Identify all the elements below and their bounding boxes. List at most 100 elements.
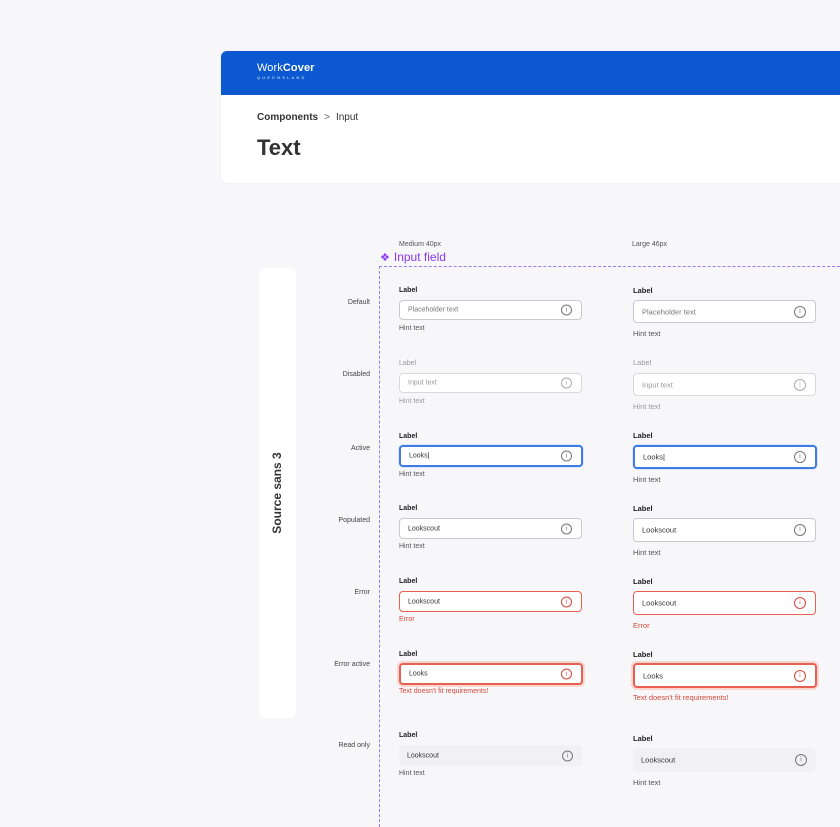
input-field-large-disabled: Label Input text i Hint text [633, 358, 816, 411]
state-label-error: Error [354, 589, 370, 596]
alert-icon[interactable]: i [794, 597, 806, 609]
field-label: Label [399, 732, 418, 739]
chevron-right-icon: > [324, 112, 330, 123]
state-label-active: Active [350, 445, 370, 452]
text-input[interactable]: Lookscout i [633, 518, 816, 542]
input-value: Lookscout [641, 755, 676, 765]
text-input[interactable]: Lookscout i [399, 518, 582, 539]
hint-text: Hint text [633, 402, 661, 411]
text-input: Input text i [633, 373, 816, 396]
input-value: Looks [643, 453, 665, 462]
alert-icon[interactable]: i [561, 596, 572, 607]
info-icon[interactable]: i [562, 750, 573, 761]
input-field-large-error: Label Lookscout i Error [633, 577, 816, 630]
info-icon[interactable]: i [561, 450, 572, 462]
input-value: Looks [643, 671, 664, 680]
logo-text-work: Work [257, 62, 283, 74]
input-placeholder: Placeholder text [408, 306, 459, 314]
page-title: Text [257, 135, 301, 160]
text-input: Lookscout i [633, 748, 816, 772]
field-label: Label [633, 286, 653, 295]
input-value: Lookscout [408, 525, 440, 532]
input-value: Lookscout [642, 525, 677, 535]
error-text: Text doesn't fit requirements! [633, 693, 729, 702]
alert-icon[interactable]: i [561, 668, 572, 680]
info-icon[interactable]: i [794, 451, 806, 463]
component-diamond-icon: ❖ [380, 251, 390, 264]
field-label: Label [633, 577, 653, 586]
hint-text: Hint text [633, 548, 661, 557]
field-label: Label [633, 650, 653, 659]
text-input[interactable]: Lookscout i [399, 591, 582, 612]
logo-subtext: QUEENSLAND [257, 75, 307, 80]
info-icon: i [794, 378, 806, 391]
input-field-medium-error-active: Label Looks i Text doesn't fit requireme… [399, 651, 583, 695]
input-field-large-default: Label Placeholder text i Hint text [633, 286, 816, 338]
field-label: Label [399, 433, 418, 440]
input-field-medium-default: Label Placeholder text i Hint text [399, 287, 582, 332]
field-label: Label [399, 505, 418, 512]
component-frame [379, 266, 840, 827]
hint-text: Hint text [399, 770, 425, 777]
hint-text: Hint text [633, 778, 661, 787]
hint-text: Hint text [633, 475, 661, 484]
font-panel: Source sans 3 [259, 268, 296, 718]
hint-text: Hint text [399, 471, 425, 478]
input-value: Input text [408, 379, 437, 387]
input-field-medium-read-only: Label Lookscout i Hint text [399, 732, 582, 777]
column-header-large: Large 46px [632, 241, 668, 248]
field-label: Label [399, 360, 417, 367]
info-icon[interactable]: i [795, 754, 807, 766]
input-value: Lookscout [408, 598, 440, 605]
input-field-large-error-active: Label Looks i Text doesn't fit requireme… [633, 650, 817, 702]
input-value: Looks [409, 670, 428, 678]
text-input[interactable]: Placeholder text i [399, 300, 582, 320]
text-input[interactable]: Placeholder text i [633, 300, 816, 323]
input-value: Input text [642, 380, 673, 389]
field-label: Label [633, 504, 653, 513]
text-input[interactable]: Lookscout i [633, 591, 816, 615]
state-label-error-active: Error active [334, 661, 370, 668]
field-label: Label [633, 734, 653, 743]
state-label-disabled: Disabled [342, 371, 370, 378]
input-value: Lookscout [407, 752, 439, 759]
workcover-logo[interactable]: WorkCover QUEENSLAND [257, 63, 315, 80]
brand-bar: WorkCover QUEENSLAND [221, 51, 840, 95]
field-label: Label [399, 287, 418, 294]
page-header-card: WorkCover QUEENSLAND Components > Input … [221, 51, 840, 183]
component-tag[interactable]: ❖ Input field [380, 250, 446, 264]
column-header-medium: Medium 40px [399, 241, 442, 248]
component-name: Input field [393, 250, 446, 264]
input-field-medium-disabled: Label Input text i Hint text [399, 360, 582, 405]
alert-icon[interactable]: i [794, 669, 806, 682]
error-text: Error [399, 616, 415, 623]
input-value: Looks [409, 453, 430, 460]
input-value: Lookscout [642, 598, 677, 608]
hint-text: Hint text [399, 325, 425, 332]
info-icon[interactable]: i [561, 523, 572, 534]
hint-text: Hint text [633, 329, 661, 338]
info-icon[interactable]: i [794, 524, 806, 536]
field-label: Label [399, 651, 418, 658]
input-field-medium-populated: Label Lookscout i Hint text [399, 505, 582, 550]
field-label: Label [633, 358, 652, 367]
logo-text-cover: Cover [282, 62, 315, 74]
input-field-medium-error: Label Lookscout i Error [399, 578, 582, 623]
field-label: Label [399, 578, 418, 585]
breadcrumb-current: Input [335, 112, 359, 123]
state-label-default: Default [347, 299, 370, 306]
hint-text: Hint text [399, 543, 425, 550]
text-input[interactable]: Looks i [633, 445, 817, 469]
breadcrumb-components-link[interactable]: Components [257, 112, 319, 123]
info-icon[interactable]: i [561, 304, 572, 316]
text-input[interactable]: Looks i [399, 663, 583, 685]
text-input[interactable]: Looks i [633, 663, 817, 688]
error-text: Error [633, 621, 650, 630]
info-icon: i [561, 377, 572, 389]
text-input[interactable]: Looks i [399, 445, 583, 467]
info-icon[interactable]: i [794, 305, 806, 318]
hint-text: Hint text [399, 398, 425, 405]
field-label: Label [633, 431, 653, 440]
state-label-read-only: Read only [338, 742, 370, 749]
input-field-large-populated: Label Lookscout i Hint text [633, 504, 816, 557]
